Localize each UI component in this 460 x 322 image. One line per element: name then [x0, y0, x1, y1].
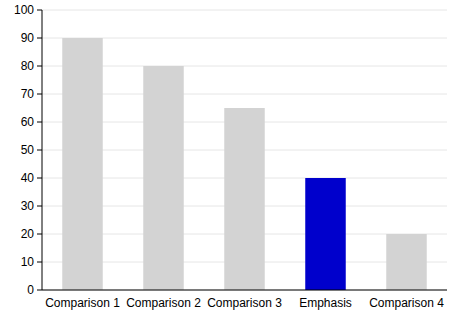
x-axis — [42, 290, 447, 291]
y-tick-label: 80 — [21, 59, 35, 73]
y-tick-label: 70 — [21, 87, 35, 101]
y-tick — [37, 10, 42, 11]
x-tick-label: Comparison 1 — [45, 296, 120, 310]
x-tick-label: Comparison 3 — [207, 296, 282, 310]
y-tick-label: 10 — [21, 255, 35, 269]
y-tick-label: 0 — [27, 283, 34, 297]
y-tick — [37, 206, 42, 207]
y-tick — [37, 38, 42, 39]
page: {"chart_data": {"type": "bar", "categori… — [0, 0, 460, 322]
y-tick-label: 40 — [21, 171, 35, 185]
bar — [305, 178, 346, 290]
bar — [386, 234, 427, 290]
y-tick-label: 50 — [21, 143, 35, 157]
bar — [62, 38, 103, 290]
x-tick-label: Comparison 2 — [126, 296, 201, 310]
y-tick — [37, 66, 42, 67]
y-tick — [37, 94, 42, 95]
grid-line — [42, 10, 447, 11]
y-tick — [37, 234, 42, 235]
y-tick-label: 60 — [21, 115, 35, 129]
bar — [143, 66, 184, 290]
x-tick-label: Comparison 4 — [369, 296, 444, 310]
y-tick-label: 100 — [14, 3, 34, 17]
y-tick — [37, 262, 42, 263]
bar — [224, 108, 265, 290]
y-tick — [37, 178, 42, 179]
y-tick — [37, 290, 42, 291]
y-axis — [42, 10, 43, 290]
bars — [62, 38, 427, 290]
y-tick-label: 90 — [21, 31, 35, 45]
y-tick-label: 20 — [21, 227, 35, 241]
chart: 0 10 20 30 40 50 60 70 80 90 100 Comparison 1 Compar… — [0, 0, 460, 322]
y-tick — [37, 122, 42, 123]
y-tick-label: 30 — [21, 199, 35, 213]
x-tick-label: Emphasis — [299, 296, 352, 310]
grid-line — [42, 290, 447, 291]
y-tick — [37, 150, 42, 151]
